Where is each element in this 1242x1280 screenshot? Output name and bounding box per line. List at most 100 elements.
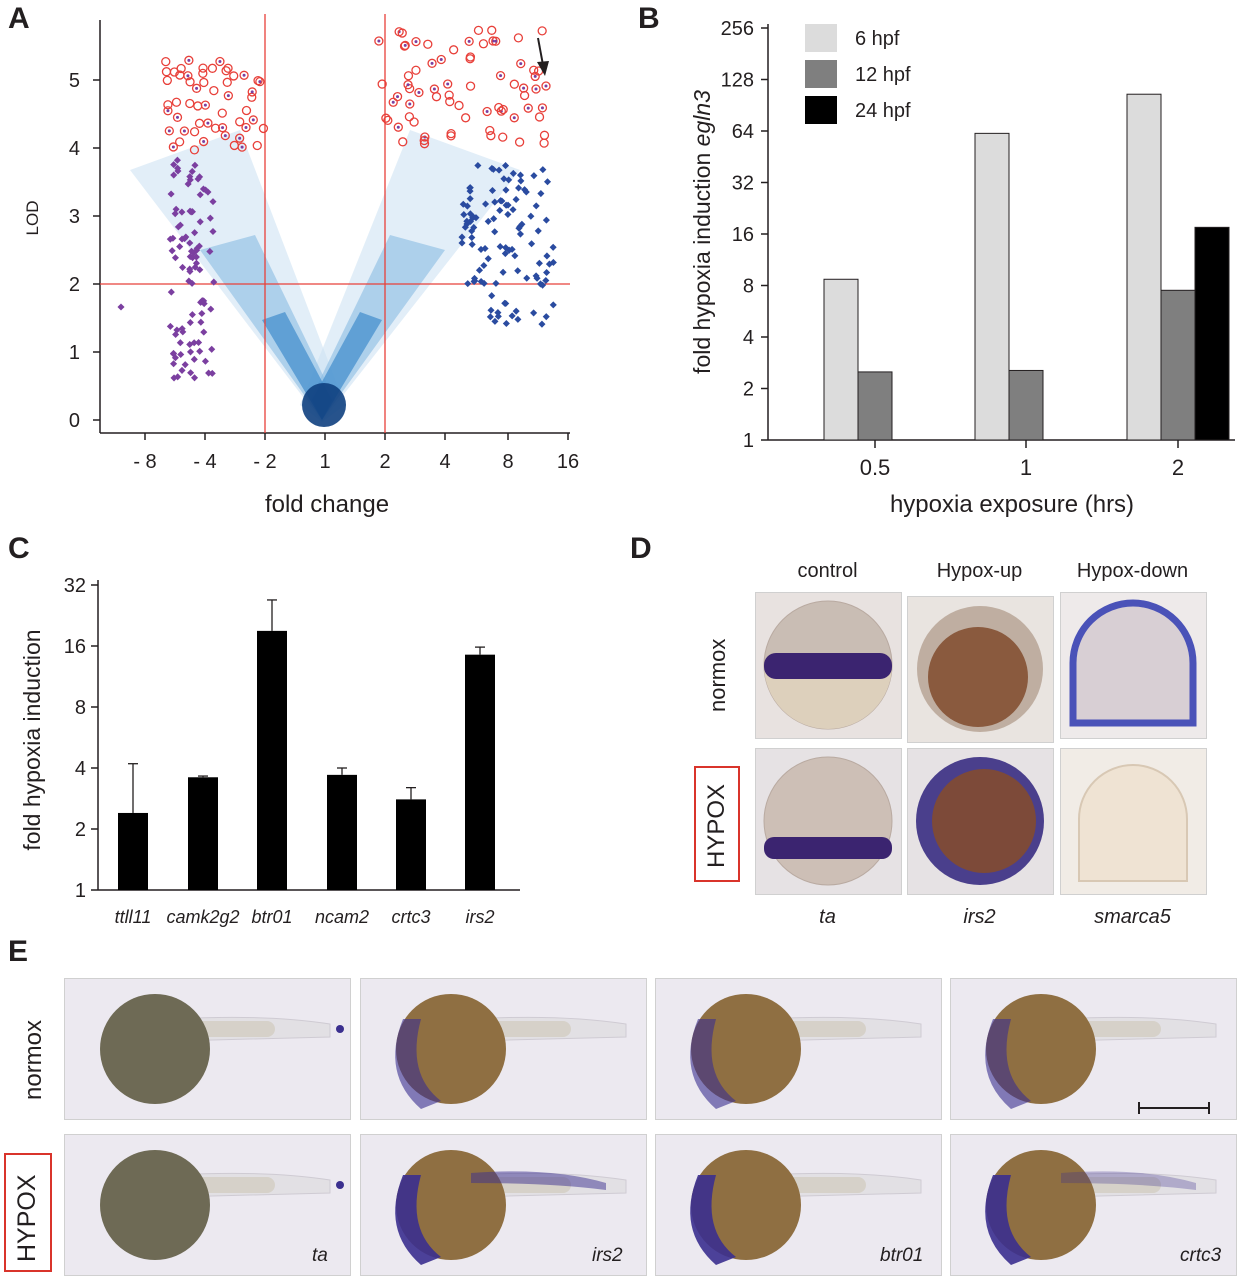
embryo-drawing (690, 994, 922, 1109)
significant-point-dot (439, 58, 443, 62)
significant-point-circle (163, 106, 173, 116)
arrow-indicator (537, 37, 549, 76)
significant-point-circle (518, 83, 529, 93)
x-tick-label-b: 1 (1020, 455, 1032, 480)
scale-bar-line (1140, 1107, 1208, 1109)
tailbud-stain (336, 1025, 344, 1033)
up-regulated-point (494, 309, 502, 317)
x-tick-label-c: ncam2 (315, 907, 369, 927)
head-stain (395, 1175, 441, 1265)
bars-b (823, 93, 1230, 441)
significant-point-circle (539, 130, 550, 140)
x-tick-label-b: 2 (1172, 455, 1184, 480)
up-regulated-point (489, 165, 497, 173)
significant-point-circle (509, 113, 519, 123)
down-regulated-point (197, 318, 205, 326)
up-regulated-point (488, 186, 497, 195)
significant-point-circle (486, 131, 496, 141)
down-regulated-point (178, 366, 186, 374)
down-regulated-point (178, 235, 186, 243)
significant-point-circle (241, 105, 252, 116)
significant-point-dot (258, 80, 262, 84)
significant-point-dot (391, 100, 395, 104)
significant-point-circle (473, 25, 484, 36)
legend-label-12hpf: 12 hpf (855, 64, 911, 86)
legend-b: 6 hpf 12 hpf 24 hpf (805, 24, 911, 124)
up-regulated-point (514, 267, 522, 275)
y-axis-label-b-gene: egln3 (689, 90, 715, 146)
significant-point-circle (494, 102, 504, 113)
x-tick-label-a: - 2 (253, 451, 276, 473)
embryo-photo-control-hypox (755, 748, 902, 895)
embryo-photo-e (64, 1134, 351, 1276)
significant-point-circle (393, 122, 403, 132)
significant-point-circle (429, 84, 440, 94)
significant-point-circle (374, 36, 384, 46)
egln3-bar-chart: 1 2 4 8 16 32 64 128 256 0.5 1 2 6 hpf 12 hpf 24 hp… (689, 18, 1235, 518)
y-tick-label-b: 32 (732, 173, 754, 195)
significant-point-circle (198, 63, 208, 73)
legend-label-6hpf: 6 hpf (855, 28, 900, 50)
significant-point-circle (168, 142, 179, 152)
x-tick-label-c: crtc3 (391, 907, 430, 927)
y-tick-label-b: 256 (721, 18, 754, 40)
significant-point-circle (164, 126, 174, 136)
x-tick-label-c: ttll11 (115, 907, 152, 927)
down-regulated-point (176, 243, 184, 251)
down-regulated-point (166, 322, 174, 330)
significant-point-dot (544, 84, 548, 88)
significant-point-circle (229, 71, 239, 81)
up-regulated-point (482, 200, 490, 208)
significant-point-dot (182, 129, 186, 133)
up-regulated-point (502, 244, 510, 252)
scale-bar (1138, 1102, 1210, 1114)
significant-point-circle (247, 87, 257, 97)
row-label-hypox-e: HYPOX (13, 1174, 41, 1262)
embryo-drawing (763, 600, 893, 730)
significant-point-circle (400, 40, 410, 51)
embryo-drawing (1078, 764, 1188, 882)
up-regulated-point (549, 258, 557, 267)
significant-point-circle (194, 118, 205, 128)
down-regulated-point (201, 357, 209, 365)
x-tick-label-a: - 8 (133, 451, 156, 473)
significant-point-circle (248, 115, 258, 125)
panel-letter-c: C (8, 532, 30, 565)
significant-point-circle (449, 45, 459, 55)
significant-point-dot (406, 83, 410, 87)
up-regulated-point (484, 255, 492, 263)
significant-point-dot (250, 90, 254, 94)
significant-point-circle (465, 81, 476, 91)
significant-point-circle (179, 126, 190, 136)
significant-point-circle (534, 112, 545, 122)
head-stain (690, 1019, 736, 1109)
gene-induction-bar-chart: 1 2 4 8 16 32 ttll11 camk2g2 btr01 ncam2 crtc3 irs2… (19, 575, 520, 927)
up-regulated-point (488, 292, 496, 300)
row-label-hypox-d: HYPOX (703, 783, 730, 868)
down-regulated-point (196, 218, 204, 226)
down-regulated-point (205, 369, 213, 377)
down-regulated-point (190, 355, 198, 363)
up-regulated-point (542, 216, 550, 224)
up-regulated-point (486, 313, 494, 321)
significant-point-circle (221, 66, 231, 76)
y-tick-label-b: 1 (743, 430, 754, 452)
down-regulated-point (171, 354, 179, 362)
down-regulated-point (185, 277, 193, 285)
significant-point-circle (171, 97, 182, 107)
down-regulated-point (173, 156, 181, 164)
bar-c (327, 774, 357, 890)
panel-letter-d: D (630, 532, 652, 565)
significant-point-circle (403, 80, 413, 90)
significant-point-dot (396, 125, 400, 129)
significant-point-dot (526, 106, 530, 110)
gene-label-irs2-d: irs2 (963, 906, 996, 928)
down-regulated-point (172, 330, 180, 339)
significant-point-dot (223, 134, 227, 138)
embryo-drawing (100, 1150, 344, 1260)
up-regulated-point (530, 309, 538, 317)
y-tick-label-c: 4 (75, 758, 86, 780)
down-regulated-point (178, 208, 186, 216)
up-regulated-point (505, 176, 513, 184)
hypox-label-box-d (694, 766, 740, 882)
